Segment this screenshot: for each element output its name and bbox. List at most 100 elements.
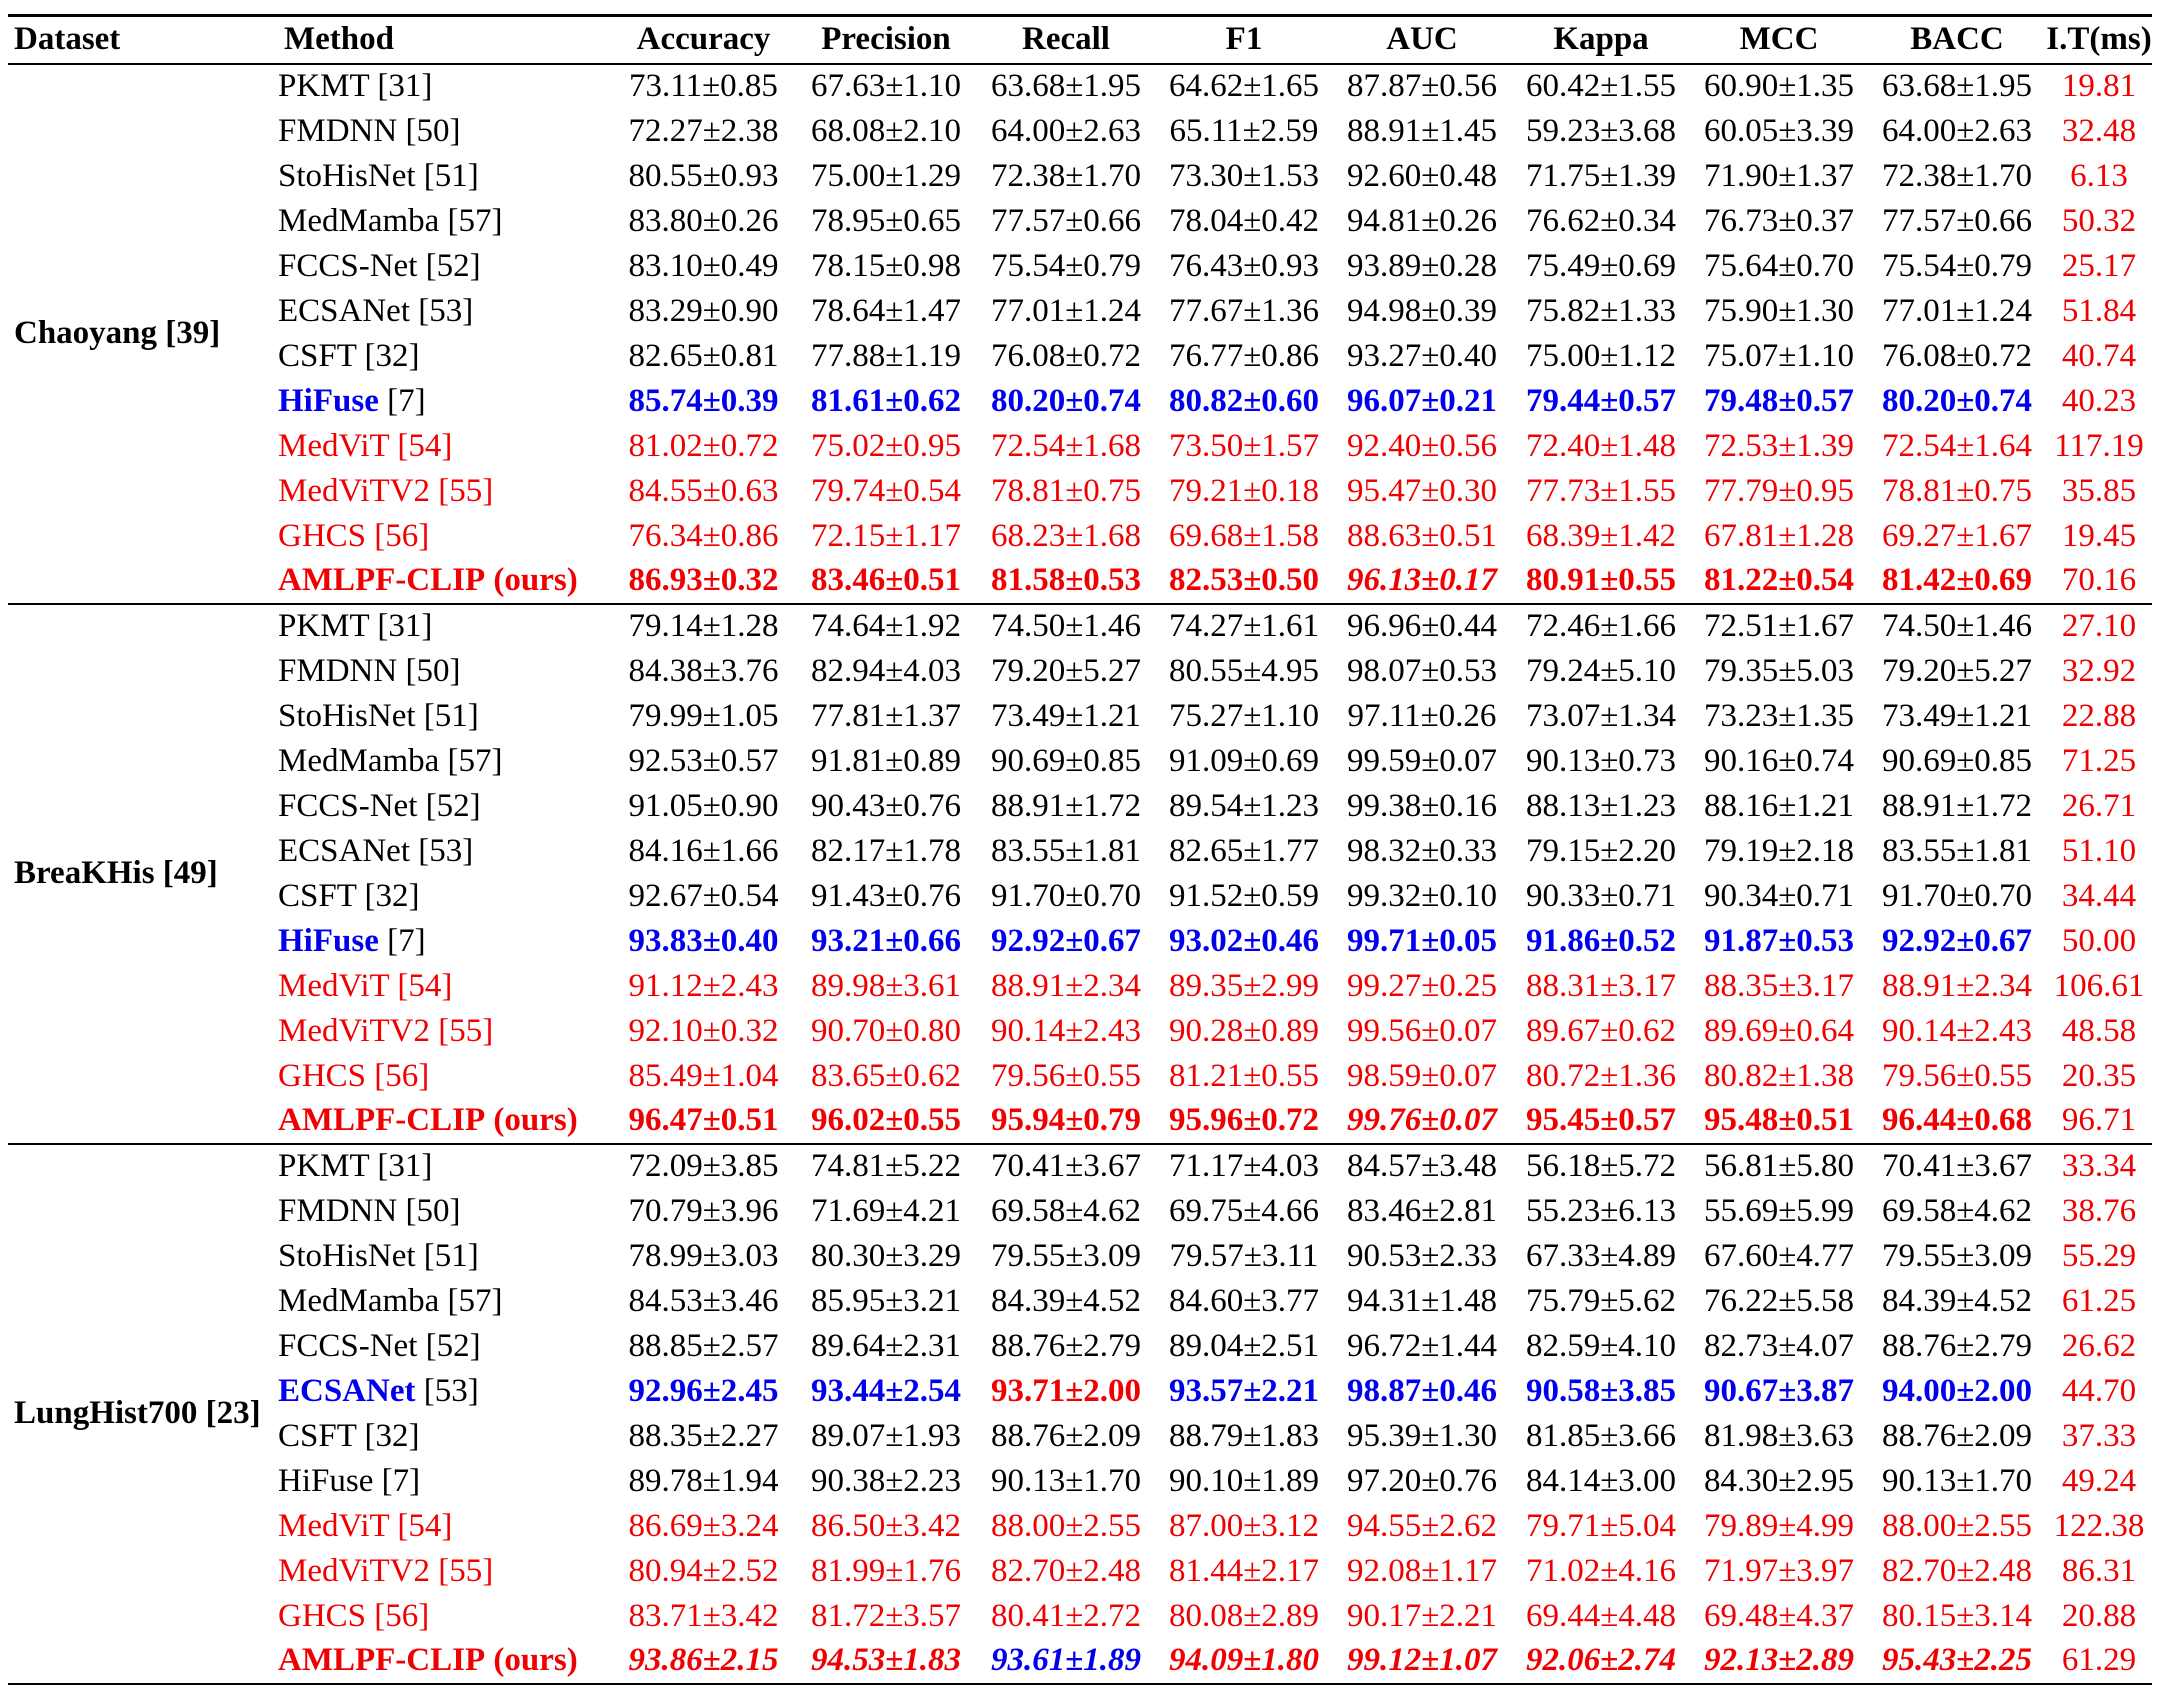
method-cell: HiFuse [7]	[278, 379, 611, 424]
method-reference: [51]	[423, 157, 479, 194]
metric-cell: 72.54±1.68	[990, 427, 1142, 464]
metric-cell: 82.70±2.48	[990, 1552, 1142, 1589]
metric-cell: 88.91±1.72	[1881, 787, 2033, 824]
table-row: FMDNN [50] 70.79±3.96 71.69±4.21 69.58±4.62…	[8, 1189, 2152, 1234]
method-reference: [56]	[374, 1057, 430, 1094]
metric-cell: 88.35±3.17	[1703, 967, 1855, 1004]
metric-cell: 81.72±3.57	[810, 1597, 962, 1634]
metric-cell: 60.05±3.39	[1703, 112, 1855, 149]
inference-time-cell: 6.13	[2070, 157, 2128, 194]
inference-time-cell: 32.92	[2061, 652, 2137, 689]
metric-cell: 67.81±1.28	[1703, 517, 1855, 554]
metric-cell: 97.20±0.76	[1346, 1462, 1498, 1499]
method-reference: [53]	[418, 292, 474, 329]
metric-cell: 95.94±0.79	[990, 1102, 1142, 1138]
metric-cell: 75.90±1.30	[1703, 292, 1855, 329]
metric-cell: 96.47±0.51	[628, 1102, 779, 1138]
metric-cell: 91.12±2.43	[628, 967, 779, 1004]
header-dataset: Dataset	[14, 21, 121, 58]
metric-cell: 71.90±1.37	[1703, 157, 1855, 194]
metric-cell: 90.14±2.43	[1881, 1012, 2033, 1049]
inference-time-cell: 26.71	[2061, 787, 2137, 824]
method-cell: PKMT [31]	[278, 604, 611, 649]
metric-cell: 83.10±0.49	[628, 247, 779, 284]
method-reference: [57]	[447, 1282, 503, 1319]
metric-cell: 73.30±1.53	[1168, 157, 1320, 194]
metric-cell: 55.69±5.99	[1703, 1192, 1855, 1229]
metric-cell: 91.81±0.89	[810, 742, 962, 779]
metric-cell: 90.34±0.71	[1703, 877, 1855, 914]
table-row: MedViTV2 [55] 92.10±0.32 90.70±0.80 90.14±2…	[8, 1009, 2152, 1054]
table-row: FCCS-Net [52] 83.10±0.49 78.15±0.98 75.54±0…	[8, 244, 2152, 289]
metric-cell: 81.44±2.17	[1168, 1552, 1320, 1589]
metric-cell: 86.50±3.42	[810, 1507, 962, 1544]
method-reference: [52]	[425, 247, 481, 284]
metric-cell: 95.45±0.57	[1525, 1102, 1677, 1138]
metric-cell: 81.61±0.62	[810, 382, 962, 419]
method-reference: [57]	[447, 742, 503, 779]
metric-cell: 88.79±1.83	[1168, 1417, 1320, 1454]
metric-cell: 67.33±4.89	[1525, 1237, 1677, 1274]
method-name: StoHisNet	[278, 697, 416, 734]
metric-cell: 71.02±4.16	[1525, 1552, 1677, 1589]
metric-cell: 79.20±5.27	[1881, 652, 2033, 689]
metric-cell: 77.73±1.55	[1525, 472, 1677, 509]
method-reference: [55]	[438, 1552, 494, 1589]
metric-cell: 99.12±1.07	[1346, 1642, 1498, 1678]
metric-cell: 76.77±0.86	[1168, 337, 1320, 374]
metric-cell: 72.38±1.70	[1881, 157, 2033, 194]
metric-cell: 79.99±1.05	[628, 697, 779, 734]
metric-cell: 69.68±1.58	[1168, 517, 1320, 554]
metric-cell: 90.70±0.80	[810, 1012, 962, 1049]
header-recall: Recall	[1022, 21, 1110, 58]
inference-time-cell: 70.16	[2061, 562, 2137, 598]
method-cell: MedMamba [57]	[278, 739, 611, 784]
method-reference: [7]	[381, 1462, 421, 1499]
metric-cell: 79.24±5.10	[1525, 652, 1677, 689]
method-cell: CSFT [32]	[278, 334, 611, 379]
method-reference: [55]	[438, 472, 494, 509]
metric-cell: 81.85±3.66	[1525, 1417, 1677, 1454]
method-reference: [52]	[425, 1327, 481, 1364]
method-reference: [7]	[387, 382, 426, 419]
metric-cell: 79.74±0.54	[810, 472, 962, 509]
metric-cell: 76.62±0.34	[1525, 202, 1677, 239]
metric-cell: 85.95±3.21	[810, 1282, 962, 1319]
metric-cell: 81.58±0.53	[990, 562, 1142, 598]
metric-cell: 95.43±2.25	[1881, 1642, 2033, 1678]
metric-cell: 73.49±1.21	[990, 697, 1142, 734]
metric-cell: 78.15±0.98	[810, 247, 962, 284]
metric-cell: 88.31±3.17	[1525, 967, 1677, 1004]
metric-cell: 70.79±3.96	[628, 1192, 779, 1229]
method-cell: MedViT [54]	[278, 964, 611, 1009]
method-cell: FCCS-Net [52]	[278, 244, 611, 289]
method-reference: [54]	[397, 1507, 453, 1544]
dataset-cell: BreaKHis [49]	[14, 855, 218, 891]
metric-cell: 88.91±2.34	[1881, 967, 2033, 1004]
method-name: MedMamba	[278, 742, 440, 779]
header-accuracy: Accuracy	[636, 21, 771, 58]
metric-cell: 80.72±1.36	[1525, 1057, 1677, 1094]
metric-cell: 77.81±1.37	[810, 697, 962, 734]
table-row: CSFT [32] 82.65±0.81 77.88±1.19 76.08±0.72 7…	[8, 334, 2152, 379]
metric-cell: 78.81±0.75	[990, 472, 1142, 509]
metric-cell: 93.89±0.28	[1346, 247, 1498, 284]
metric-cell: 80.15±3.14	[1881, 1597, 2033, 1634]
metric-cell: 69.27±1.67	[1881, 517, 2033, 554]
method-reference: [50]	[405, 1192, 461, 1229]
metric-cell: 82.53±0.50	[1168, 562, 1320, 598]
method-cell: StoHisNet [51]	[278, 694, 611, 739]
metric-cell: 88.35±2.27	[628, 1417, 779, 1454]
metric-cell: 71.17±4.03	[1168, 1148, 1320, 1184]
metric-cell: 90.17±2.21	[1346, 1597, 1498, 1634]
metric-cell: 70.41±3.67	[990, 1148, 1142, 1184]
inference-time-cell: 117.19	[2054, 427, 2144, 464]
metric-cell: 74.64±1.92	[810, 608, 962, 644]
metric-cell: 75.00±1.12	[1525, 337, 1677, 374]
metric-cell: 77.01±1.24	[1881, 292, 2033, 329]
method-reference: [7]	[387, 922, 426, 959]
inference-time-cell: 51.10	[2061, 832, 2137, 869]
method-cell: MedMamba [57]	[278, 199, 611, 244]
metric-cell: 75.00±1.29	[810, 157, 962, 194]
metric-cell: 99.71±0.05	[1346, 922, 1498, 959]
